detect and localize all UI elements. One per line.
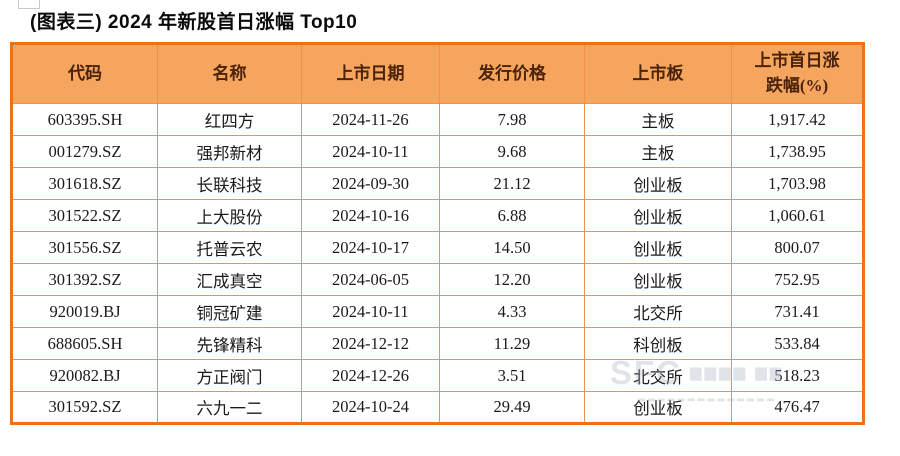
table-cell: 752.95 xyxy=(731,263,864,296)
table-cell: 创业板 xyxy=(584,167,732,200)
table-cell: 920019.BJ xyxy=(11,295,158,328)
table-cell: 301618.SZ xyxy=(11,167,158,200)
table-cell: 托普云农 xyxy=(157,231,302,264)
table-row: 301556.SZ 托普云农 2024-10-17 14.50 创业板 800.07 xyxy=(11,231,864,264)
table-cell: 上大股份 xyxy=(157,199,302,232)
table-cell: 2024-11-26 xyxy=(301,103,440,136)
table-cell: 汇成真空 xyxy=(157,263,302,296)
table-cell: 创业板 xyxy=(584,391,732,424)
table-cell: 6.88 xyxy=(439,199,585,232)
table-cell: 14.50 xyxy=(439,231,585,264)
table-cell: 1,738.95 xyxy=(731,135,864,168)
table-cell: 2024-10-24 xyxy=(301,391,440,424)
table-cell: 920082.BJ xyxy=(11,359,158,392)
table-cell: 创业板 xyxy=(584,199,732,232)
table-header-row: 代码 名称 上市日期 发行价格 上市板 上市首日涨跌幅(%) xyxy=(11,43,864,104)
table-cell: 2024-10-17 xyxy=(301,231,440,264)
table-cell: 603395.SH xyxy=(11,103,158,136)
figure-table-container: 代码 名称 上市日期 发行价格 上市板 上市首日涨跌幅(%) 603395.SH 红四方 20… xyxy=(10,42,865,425)
column-header-3: 发行价格 xyxy=(439,43,585,104)
table-cell: 12.20 xyxy=(439,263,585,296)
table-cell: 731.41 xyxy=(731,295,864,328)
table-cell: 518.23 xyxy=(731,359,864,392)
table-cell: 2024-06-05 xyxy=(301,263,440,296)
table-cell: 北交所 xyxy=(584,295,732,328)
column-header-2: 上市日期 xyxy=(301,43,440,104)
table-cell: 2024-10-11 xyxy=(301,295,440,328)
ipo-top10-table: 代码 名称 上市日期 发行价格 上市板 上市首日涨跌幅(%) 603395.SH 红四方 20… xyxy=(10,42,865,425)
table-cell: 533.84 xyxy=(731,327,864,360)
table-cell: 800.07 xyxy=(731,231,864,264)
table-cell: 科创板 xyxy=(584,327,732,360)
table-cell: 2024-09-30 xyxy=(301,167,440,200)
table-cell: 创业板 xyxy=(584,263,732,296)
table-cell: 3.51 xyxy=(439,359,585,392)
table-header: 代码 名称 上市日期 发行价格 上市板 上市首日涨跌幅(%) xyxy=(11,43,864,104)
table-cell: 创业板 xyxy=(584,231,732,264)
table-cell: 方正阀门 xyxy=(157,359,302,392)
table-cell: 7.98 xyxy=(439,103,585,136)
table-cell: 强邦新材 xyxy=(157,135,302,168)
table-row: 688605.SH 先锋精科 2024-12-12 11.29 科创板 533.84 xyxy=(11,327,864,360)
table-cell: 688605.SH xyxy=(11,327,158,360)
table-cell: 001279.SZ xyxy=(11,135,158,168)
table-cell: 长联科技 xyxy=(157,167,302,200)
table-cell: 铜冠矿建 xyxy=(157,295,302,328)
table-row: 001279.SZ 强邦新材 2024-10-11 9.68 主板 1,738.95 xyxy=(11,135,864,168)
column-header-4: 上市板 xyxy=(584,43,732,104)
table-cell: 476.47 xyxy=(731,391,864,424)
table-row: 603395.SH 红四方 2024-11-26 7.98 主板 1,917.42 xyxy=(11,103,864,136)
table-cell: 2024-10-16 xyxy=(301,199,440,232)
page-title: (图表三) 2024 年新股首日涨幅 Top10 xyxy=(30,12,358,33)
table-cell: 主板 xyxy=(584,103,732,136)
table-row: 920019.BJ 铜冠矿建 2024-10-11 4.33 北交所 731.41 xyxy=(11,295,864,328)
table-cell: 1,060.61 xyxy=(731,199,864,232)
table-row: 301392.SZ 汇成真空 2024-06-05 12.20 创业板 752.95 xyxy=(11,263,864,296)
table-cell: 301522.SZ xyxy=(11,199,158,232)
table-cell: 4.33 xyxy=(439,295,585,328)
corner-ui-fragment xyxy=(18,0,40,9)
column-header-0: 代码 xyxy=(11,43,158,104)
column-header-1: 名称 xyxy=(157,43,302,104)
table-cell: 2024-12-12 xyxy=(301,327,440,360)
table-row: 301522.SZ 上大股份 2024-10-16 6.88 创业板 1,060.61 xyxy=(11,199,864,232)
table-cell: 301592.SZ xyxy=(11,391,158,424)
table-cell: 六九一二 xyxy=(157,391,302,424)
table-cell: 9.68 xyxy=(439,135,585,168)
table-cell: 301392.SZ xyxy=(11,263,158,296)
table-cell: 1,917.42 xyxy=(731,103,864,136)
column-header-5: 上市首日涨跌幅(%) xyxy=(731,43,864,104)
table-cell: 1,703.98 xyxy=(731,167,864,200)
table-cell: 北交所 xyxy=(584,359,732,392)
table-cell: 主板 xyxy=(584,135,732,168)
table-body: 603395.SH 红四方 2024-11-26 7.98 主板 1,917.42 0012… xyxy=(11,103,864,424)
table-cell: 301556.SZ xyxy=(11,231,158,264)
table-cell: 2024-12-26 xyxy=(301,359,440,392)
table-row: 301618.SZ 长联科技 2024-09-30 21.12 创业板 1,703.98 xyxy=(11,167,864,200)
table-cell: 21.12 xyxy=(439,167,585,200)
table-row: 920082.BJ 方正阀门 2024-12-26 3.51 北交所 518.23 xyxy=(11,359,864,392)
table-cell: 红四方 xyxy=(157,103,302,136)
table-cell: 29.49 xyxy=(439,391,585,424)
table-cell: 2024-10-11 xyxy=(301,135,440,168)
table-row: 301592.SZ 六九一二 2024-10-24 29.49 创业板 476.47 xyxy=(11,391,864,424)
table-cell: 11.29 xyxy=(439,327,585,360)
table-cell: 先锋精科 xyxy=(157,327,302,360)
